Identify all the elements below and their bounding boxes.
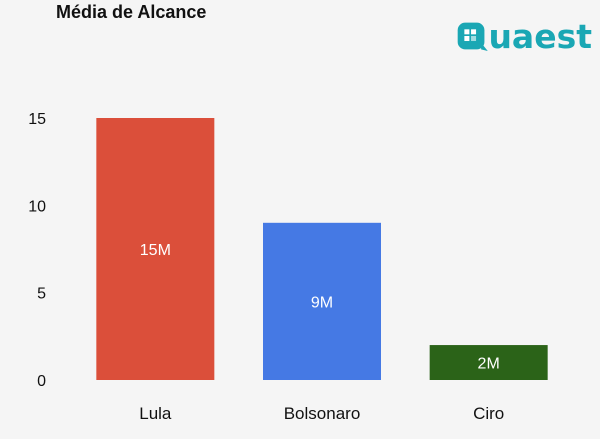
logo-text: uaest: [488, 16, 592, 56]
y-tick-label: 5: [37, 286, 46, 303]
x-category-label: Lula: [139, 404, 172, 423]
bar-ciro: [429, 345, 548, 380]
data-label-ciro: 2M: [478, 356, 500, 373]
logo-q-icon: [457, 22, 488, 52]
y-tick-label: 15: [28, 111, 46, 128]
quaest-logo: uaest: [456, 10, 592, 62]
data-label-bolsonaro: 9M: [311, 294, 333, 311]
chart-title: Média de Alcance: [56, 2, 207, 22]
data-label-lula: 15M: [140, 242, 171, 259]
x-category-label: Ciro: [473, 404, 504, 423]
y-tick-label: 0: [37, 373, 46, 390]
x-category-label: Bolsonaro: [284, 404, 361, 423]
y-tick-label: 10: [28, 198, 46, 215]
bar-lula: [96, 118, 215, 380]
bar-bolsonaro: [263, 222, 381, 380]
